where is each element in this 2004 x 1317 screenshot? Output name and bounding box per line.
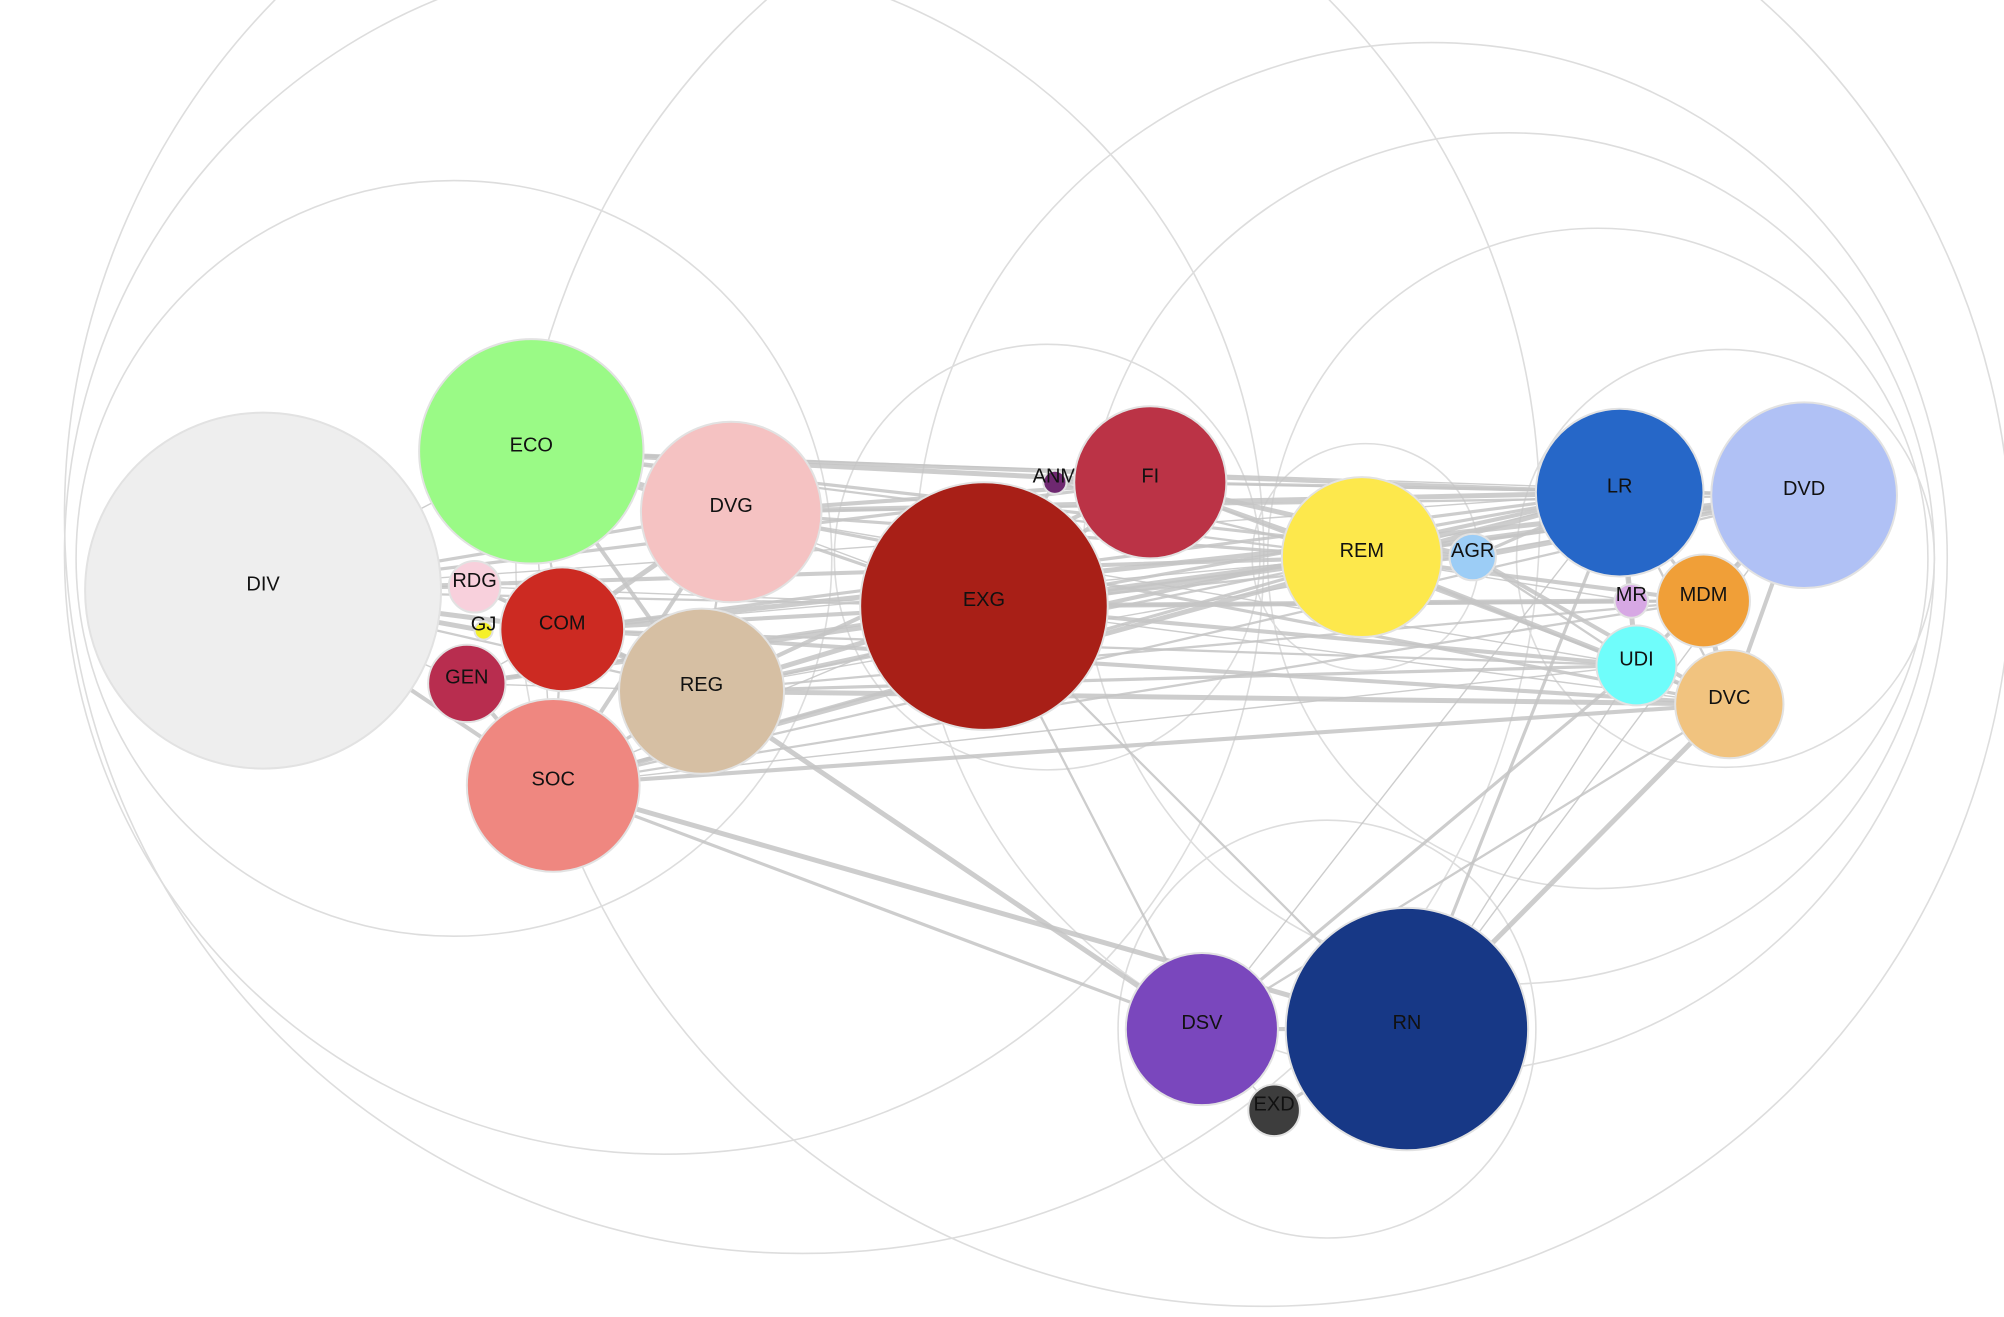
- edge-reg-lr: [699, 490, 1622, 694]
- node-circle-rn[interactable]: [1284, 906, 1530, 1152]
- node-exg[interactable]: EXG: [859, 481, 1109, 731]
- node-circle-mdm[interactable]: [1656, 553, 1751, 649]
- node-rem[interactable]: REM: [1280, 476, 1443, 639]
- node-lr[interactable]: LR: [1534, 407, 1705, 578]
- cluster-ring: [75, 179, 833, 938]
- node-circle-udi[interactable]: [1595, 624, 1678, 707]
- node-dvd[interactable]: DVD: [1710, 401, 1898, 590]
- edge-lr-dsv: [1201, 491, 1621, 1030]
- node-exd[interactable]: EXD: [1247, 1083, 1301, 1138]
- node-dvc[interactable]: DVC: [1674, 648, 1785, 760]
- node-soc[interactable]: SOC: [465, 697, 641, 873]
- edge-dvc-dsv: [1200, 702, 1731, 1031]
- node-circle-dsv[interactable]: [1124, 951, 1279, 1107]
- node-circle-lr[interactable]: [1534, 407, 1705, 578]
- node-dvg[interactable]: DVG: [639, 420, 823, 604]
- node-rdg[interactable]: RDG: [447, 559, 502, 614]
- node-div[interactable]: DIV: [84, 411, 443, 770]
- node-circle-gj[interactable]: [473, 620, 494, 641]
- edge-soc-dsv: [551, 783, 1204, 1031]
- node-circle-dvg[interactable]: [639, 420, 823, 604]
- node-dsv[interactable]: DSV: [1124, 951, 1279, 1107]
- node-circle-eco[interactable]: [418, 338, 645, 565]
- node-circle-dvd[interactable]: [1710, 401, 1898, 590]
- edge-reg-mdm: [700, 599, 1705, 693]
- node-agr[interactable]: AGR: [1448, 532, 1497, 582]
- node-reg[interactable]: REG: [617, 607, 786, 775]
- node-circle-dvc[interactable]: [1674, 648, 1785, 760]
- node-fi[interactable]: FI: [1073, 405, 1228, 560]
- node-com[interactable]: COM: [499, 566, 626, 693]
- node-mdm[interactable]: MDM: [1656, 553, 1751, 649]
- node-circle-gen[interactable]: [427, 643, 507, 724]
- edge-udi-dsv: [1200, 663, 1639, 1031]
- edge-soc-rn: [550, 782, 1410, 1032]
- node-circle-reg[interactable]: [617, 607, 786, 775]
- node-circle-exg[interactable]: [859, 481, 1109, 731]
- node-gen[interactable]: GEN: [427, 643, 507, 724]
- node-mr[interactable]: MR: [1613, 583, 1650, 619]
- node-circle-fi[interactable]: [1073, 405, 1228, 560]
- edge-soc-dvc: [551, 702, 1732, 788]
- node-rn[interactable]: RN: [1284, 906, 1530, 1152]
- node-circle-com[interactable]: [499, 566, 626, 693]
- edge-reg-dsv: [699, 688, 1205, 1032]
- node-circle-rem[interactable]: [1280, 476, 1443, 639]
- node-circle-agr[interactable]: [1448, 532, 1497, 582]
- edge-reg-udi: [699, 663, 1639, 693]
- edge-reg-dvc: [699, 688, 1732, 707]
- node-circle-soc[interactable]: [465, 697, 641, 873]
- node-circle-exd[interactable]: [1247, 1083, 1301, 1138]
- node-circle-anm[interactable]: [1042, 469, 1068, 495]
- node-circle-mr[interactable]: [1613, 583, 1650, 619]
- cluster-ring: [1117, 819, 1537, 1239]
- node-eco[interactable]: ECO: [418, 338, 645, 565]
- node-circle-rdg[interactable]: [447, 559, 502, 614]
- node-udi[interactable]: UDI: [1595, 624, 1678, 707]
- node-circle-div[interactable]: [84, 411, 443, 770]
